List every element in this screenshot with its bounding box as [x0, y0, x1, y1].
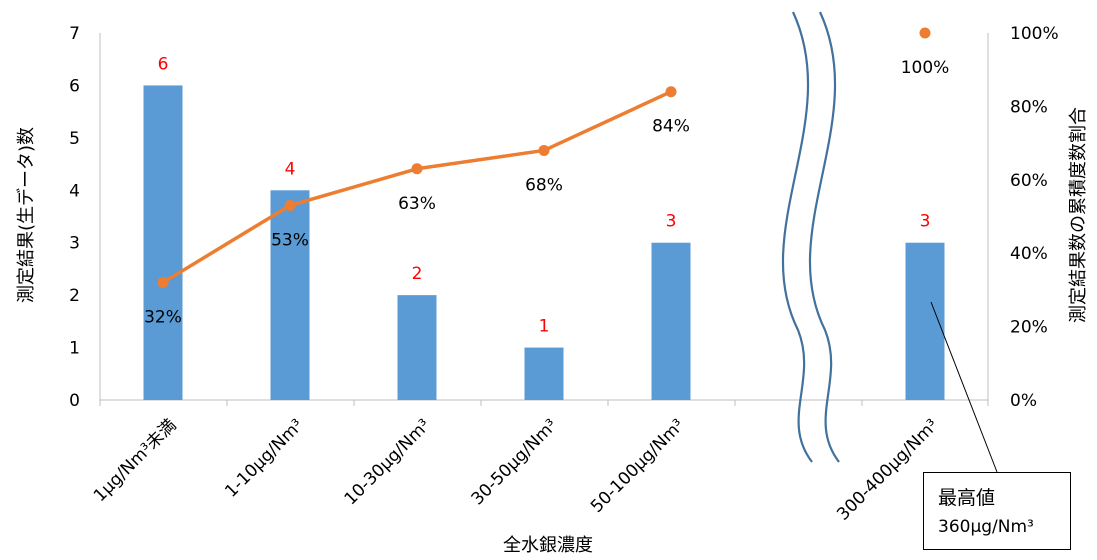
y-tick-label: 2 — [69, 286, 80, 306]
cumulative-line-series — [157, 27, 931, 289]
bar — [651, 242, 691, 400]
y-axis-title: 測定結果(生データ)数 — [16, 127, 37, 303]
bar-value-label: 1 — [539, 317, 550, 337]
cumulative-point — [665, 86, 677, 98]
y-tick-label: 7 — [69, 24, 80, 44]
cumulative-point — [284, 199, 296, 211]
bar-data-labels: 6 4 2 1 3 3 — [158, 54, 931, 336]
bar — [397, 295, 437, 400]
cumulative-point — [157, 277, 169, 289]
y-tick-label: 0 — [69, 391, 80, 411]
cumulative-value-label: 53% — [271, 230, 309, 250]
x-axis-title: 全水銀濃度 — [503, 535, 593, 556]
cumulative-data-labels: 32% 53% 63% 68% 84% 100% — [144, 58, 949, 328]
cumulative-point — [538, 144, 550, 156]
y2-tick-label: 60% — [1010, 171, 1048, 191]
bar — [524, 347, 564, 400]
y-tick-label: 6 — [69, 76, 80, 96]
annotation-leader-line — [930, 301, 998, 473]
y2-tick-label: 100% — [1010, 24, 1059, 44]
y2-tick-label: 40% — [1010, 244, 1048, 264]
bar — [143, 85, 183, 400]
x-tick-label: 1μg/Nm³未満 — [90, 415, 181, 506]
y-tick-label: 3 — [69, 234, 80, 254]
cumulative-line — [162, 90, 672, 285]
category-tick-labels: 1μg/Nm³未満 1-10μg/Nm³ 10-30μg/Nm³ 30-50μg/Nm… — [90, 415, 943, 524]
y2-tick-label: 20% — [1010, 318, 1048, 338]
bar-series — [143, 85, 945, 400]
cumulative-value-label: 100% — [901, 58, 950, 78]
y2-axis-title: 測定結果数の累積度数割合 — [1068, 107, 1089, 323]
cumulative-value-label: 32% — [144, 308, 182, 328]
bar-value-label: 2 — [412, 264, 423, 284]
axis-break-marker — [781, 11, 840, 463]
right-axis-ticks: 0% 20% 40% 60% 80% 100% — [1010, 24, 1059, 411]
y2-tick-label: 80% — [1010, 97, 1048, 117]
left-axis-ticks: 0 1 2 3 4 5 6 7 — [69, 24, 80, 411]
cumulative-value-label: 63% — [398, 194, 436, 214]
y-tick-label: 5 — [69, 129, 80, 149]
cumulative-point — [411, 163, 423, 175]
x-tick-label: 30-50μg/Nm³ — [468, 415, 562, 509]
bar-value-label: 3 — [666, 212, 677, 232]
y-tick-label: 1 — [69, 339, 80, 359]
cumulative-value-label: 68% — [525, 175, 563, 195]
bar-value-label: 4 — [285, 159, 296, 179]
bar-value-label: 3 — [920, 212, 931, 232]
bar-value-label: 6 — [158, 54, 169, 74]
y2-tick-label: 0% — [1010, 391, 1037, 411]
x-tick-label: 10-30μg/Nm³ — [341, 415, 435, 509]
x-tick-label: 1-10μg/Nm³ — [221, 415, 307, 501]
y-tick-label: 4 — [69, 181, 80, 201]
max-value-callout: 最高値 360μg/Nm³ — [923, 472, 1071, 550]
cumulative-value-label: 84% — [652, 117, 690, 137]
bar — [270, 190, 310, 400]
cumulative-point — [919, 27, 931, 39]
axis-break-curve-right — [808, 11, 840, 463]
max-value-title: 最高値 — [938, 487, 996, 509]
axis-break-curve-left — [781, 11, 813, 463]
x-tick-label: 50-100μg/Nm³ — [587, 415, 689, 517]
max-value-text: 360μg/Nm³ — [938, 517, 1034, 537]
